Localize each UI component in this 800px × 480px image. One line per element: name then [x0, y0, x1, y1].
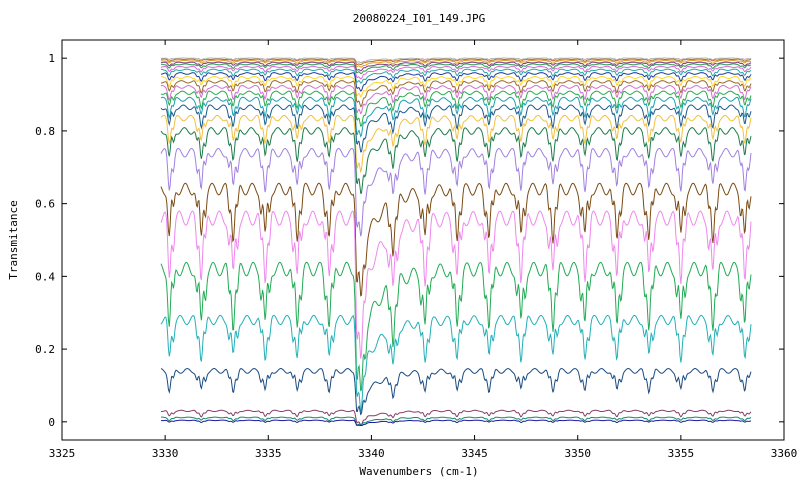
y-tick-label: 1 — [48, 52, 55, 65]
series-line — [160, 261, 752, 392]
plot-frame — [61, 39, 785, 441]
series-line — [160, 63, 752, 75]
x-tick-label: 3325 — [49, 447, 76, 460]
series-line — [160, 409, 752, 426]
x-axis: 3325 3330 3335 3340 3345 3350 3355 3360 — [49, 40, 798, 460]
x-tick-label: 3330 — [152, 447, 179, 460]
x-tick-label: 3360 — [771, 447, 798, 460]
series-line — [160, 147, 752, 237]
y-tick-label: 0 — [48, 416, 55, 429]
y-axis: 0 0.2 0.4 0.6 0.8 1 — [35, 52, 784, 429]
y-tick-label: 0.8 — [35, 125, 55, 138]
y-axis-label: Transmitance — [7, 200, 20, 279]
x-axis-label: Wavenumbers (cm-1) — [359, 465, 478, 478]
series-line — [161, 80, 752, 108]
series-line — [160, 84, 752, 115]
x-tick-label: 3355 — [668, 447, 695, 460]
series-line — [160, 75, 752, 98]
y-tick-label: 0.6 — [35, 198, 55, 211]
series-line — [160, 314, 752, 412]
series-line — [160, 104, 752, 153]
series-line — [160, 127, 752, 194]
series-line — [160, 182, 752, 297]
y-tick-label: 0.4 — [35, 270, 55, 283]
series-line — [160, 65, 752, 80]
series-line — [160, 72, 752, 92]
x-tick-label: 3345 — [461, 447, 488, 460]
series-line — [160, 57, 752, 64]
x-tick-label: 3340 — [358, 447, 385, 460]
series-line — [160, 59, 752, 68]
series-line — [160, 68, 752, 84]
y-tick-label: 0.2 — [35, 343, 55, 356]
series-line — [161, 58, 752, 66]
series-line — [160, 96, 752, 138]
series-line — [161, 419, 752, 426]
x-tick-label: 3335 — [255, 447, 282, 460]
series-line — [160, 367, 752, 416]
series-line — [160, 210, 752, 359]
series-group — [160, 57, 752, 426]
series-line — [160, 90, 752, 127]
series-line — [160, 114, 752, 174]
x-tick-label: 3350 — [564, 447, 591, 460]
series-line — [160, 61, 752, 72]
series-line — [161, 416, 752, 426]
chart-title: 20080224_I01_149.JPG — [353, 12, 485, 25]
